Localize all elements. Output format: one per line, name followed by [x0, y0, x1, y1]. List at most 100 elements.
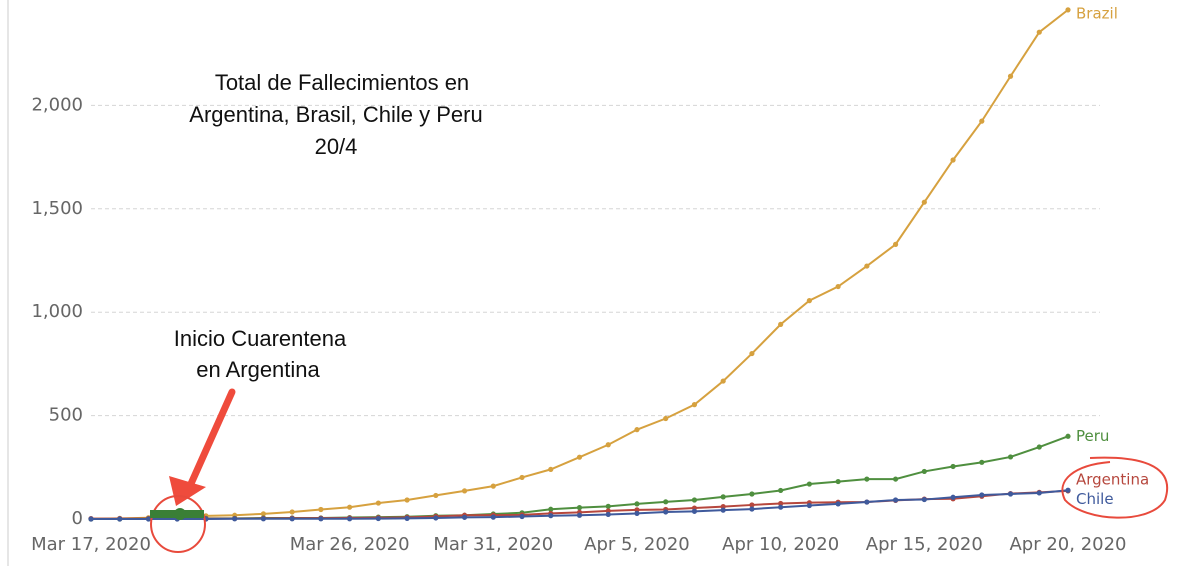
title-line: Argentina, Brasil, Chile y Peru [189, 102, 482, 127]
data-point [433, 515, 439, 521]
data-point [347, 504, 353, 510]
y-tick-label: 2,000 [31, 94, 83, 115]
data-point [979, 459, 985, 465]
data-point [806, 481, 812, 487]
data-point [835, 501, 841, 507]
data-point [979, 118, 985, 124]
data-point [892, 476, 899, 482]
data-point [749, 350, 755, 357]
data-point [663, 415, 669, 422]
data-point [289, 509, 295, 515]
data-point [404, 497, 410, 503]
data-point [749, 502, 755, 508]
data-point [749, 491, 755, 497]
data-point [117, 516, 123, 522]
data-point [145, 516, 152, 522]
data-point [576, 512, 583, 518]
data-point [576, 454, 583, 460]
series-label: Peru [1076, 427, 1109, 445]
data-point [921, 468, 927, 475]
data-point [347, 516, 353, 522]
data-point [691, 508, 698, 514]
data-point [490, 514, 496, 520]
data-point [375, 515, 381, 522]
y-tick-label: 1,000 [31, 301, 83, 322]
data-point [576, 505, 583, 511]
data-point [548, 513, 554, 519]
data-point [806, 298, 812, 304]
data-point [835, 478, 841, 485]
data-point [634, 427, 640, 433]
arrow-shaft [186, 388, 236, 490]
data-point [634, 501, 640, 507]
data-point [519, 513, 525, 520]
data-point [634, 510, 640, 517]
data-point [950, 494, 956, 500]
data-point [864, 263, 870, 269]
data-point [892, 497, 899, 503]
data-point [1065, 7, 1071, 13]
data-point [950, 463, 956, 470]
annotation-line: en Argentina [196, 357, 320, 382]
data-point [1036, 444, 1042, 450]
x-tick-label: Mar 17, 2020 [31, 534, 151, 555]
data-point [720, 494, 726, 500]
data-point [433, 492, 439, 499]
x-tick-label: Mar 26, 2020 [290, 534, 410, 555]
data-point [778, 504, 784, 510]
data-point [1007, 73, 1014, 79]
data-point [778, 487, 784, 494]
data-point [950, 157, 956, 163]
plot: 0 500 1,000 1,500 2,000 Mar 17, 2020 Mar 26, 2… [31, 4, 1149, 555]
data-point [260, 516, 267, 522]
data-point [490, 483, 496, 489]
markup-overlay [150, 388, 1168, 553]
series-label: Brazil [1076, 4, 1118, 22]
annotation-line: Inicio Cuarentena [174, 326, 347, 351]
data-point [1036, 29, 1042, 35]
title-line: Total de Fallecimientos en [215, 70, 469, 95]
x-tick-label: Apr 10, 2020 [722, 534, 839, 555]
data-point [921, 496, 927, 503]
data-point [318, 506, 324, 513]
series-label: Chile [1076, 490, 1114, 508]
data-point [1036, 490, 1042, 496]
series-label: Argentina [1076, 470, 1149, 488]
highlight-dot [174, 508, 186, 520]
y-tick-label: 1,500 [31, 198, 83, 219]
data-point [720, 507, 726, 513]
data-point [749, 506, 755, 512]
data-point [260, 511, 267, 517]
data-point [663, 499, 669, 505]
data-point [375, 500, 381, 506]
title-line: 20/4 [315, 134, 358, 159]
data-point [605, 503, 611, 509]
arrow-head [169, 476, 206, 506]
data-point [404, 515, 410, 521]
data-point [548, 506, 554, 512]
data-point [979, 492, 985, 498]
data-point [892, 241, 899, 247]
circle-highlight [150, 495, 206, 553]
data-point [663, 509, 669, 515]
data-point [461, 488, 468, 494]
x-tick-label: Mar 31, 2020 [433, 534, 553, 555]
x-tick-label: Apr 20, 2020 [1009, 534, 1126, 555]
data-point [691, 402, 698, 408]
data-point [1007, 454, 1014, 460]
data-point [1065, 433, 1071, 439]
circle-highlight [1061, 456, 1168, 519]
x-tick-label: Apr 5, 2020 [584, 534, 690, 555]
data-point [88, 516, 94, 522]
data-point [720, 378, 726, 384]
data-point [461, 514, 468, 520]
data-point [605, 511, 611, 518]
data-point [778, 321, 784, 328]
x-tick-label: Apr 15, 2020 [866, 534, 983, 555]
data-point [318, 516, 324, 522]
data-point [519, 474, 525, 481]
data-point [232, 516, 238, 522]
y-tick-label: 500 [49, 405, 83, 426]
